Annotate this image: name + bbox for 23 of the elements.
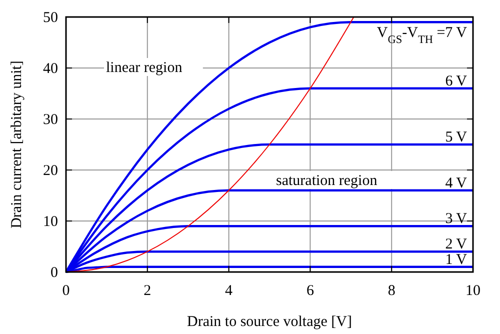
series-label: 1 V	[445, 252, 468, 268]
x-tick-label: 8	[388, 283, 396, 299]
series-label: 3 V	[445, 211, 468, 228]
y-tick-label: 50	[43, 10, 58, 26]
annotation: saturation region	[276, 173, 378, 189]
y-tick-label: 30	[43, 112, 58, 128]
x-tick-label: 2	[144, 283, 152, 299]
series-label: 5 V	[445, 130, 468, 146]
series-label: 6 V	[445, 73, 468, 90]
x-tick-label: 6	[306, 283, 314, 299]
y-tick-label: 40	[43, 61, 58, 77]
x-axis-title: Drain to source voltage [V]	[187, 314, 352, 330]
y-tick-label: 10	[43, 214, 58, 230]
x-tick-label: 0	[62, 283, 70, 299]
x-tick-label: 10	[466, 283, 480, 299]
y-tick-label: 20	[43, 163, 58, 179]
y-axis-title: Drain current [arbitary unit]	[9, 60, 25, 228]
series-label: V$_{GS}$-V$_{TH}$ =7 V	[376, 25, 468, 46]
x-tick-label: 4	[225, 283, 234, 299]
y-tick-label: 0	[50, 265, 58, 281]
annotation: linear region	[106, 60, 183, 76]
series-label: 4 V	[445, 175, 468, 192]
series-label: 2 V	[445, 236, 468, 253]
